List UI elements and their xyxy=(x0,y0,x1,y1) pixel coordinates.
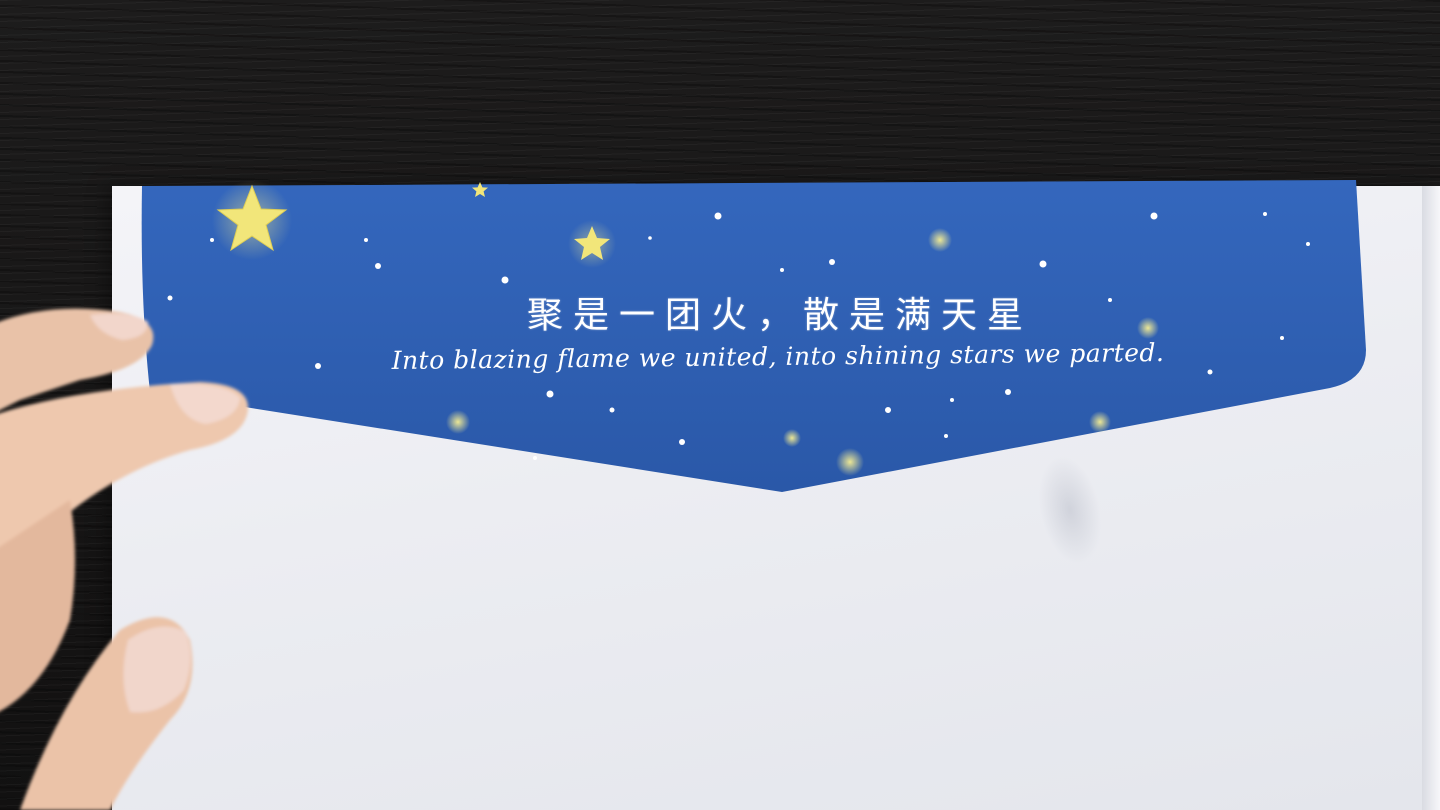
star-large xyxy=(212,180,292,260)
white-dots xyxy=(167,212,1310,460)
envelope-edge xyxy=(1422,186,1440,810)
star-medium xyxy=(568,220,616,268)
flap-shape xyxy=(141,180,1367,492)
hand xyxy=(0,308,249,810)
star-small xyxy=(472,182,488,197)
glow-dots xyxy=(446,228,1159,476)
